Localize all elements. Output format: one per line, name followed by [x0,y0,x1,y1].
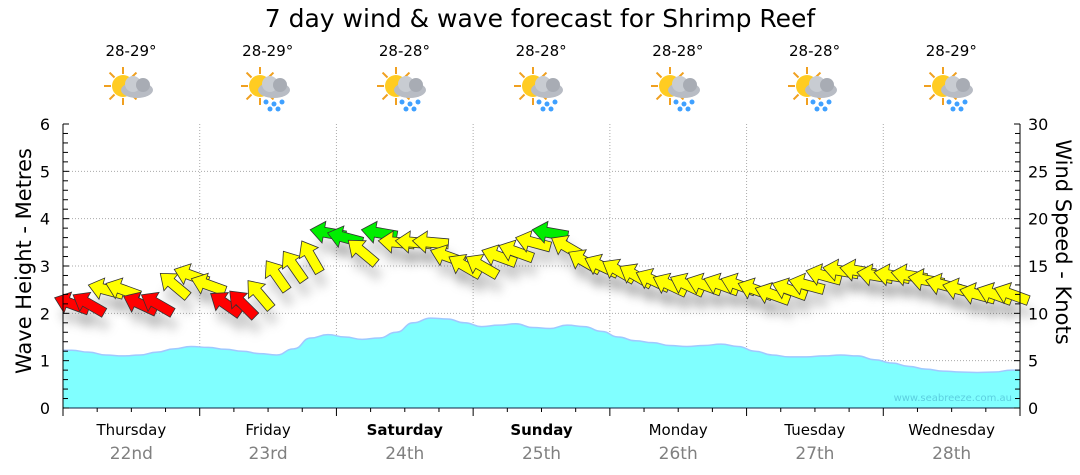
wind-arrow-shadow [164,287,196,315]
y2-tick-label: 25 [1028,162,1048,181]
y-tick-label: 0 [40,399,50,418]
y2-tick-label: 5 [1028,352,1038,371]
y-tick-label: 6 [40,115,50,134]
sun-cloud-rain-icon [787,67,837,112]
temperature-range: 28-28° [378,42,430,60]
y2-tick-label: 10 [1028,304,1048,323]
wind-arrow [498,239,536,264]
day-forecast: 28-28° [336,42,472,112]
day-label: Monday [649,421,708,439]
date-label: 26th [659,444,698,464]
y2-tick-label: 30 [1028,115,1048,134]
day-label: Tuesday [783,421,845,439]
wind-arrow [281,250,309,285]
day-forecast: 28-28° [610,42,746,112]
y-tick-label: 1 [40,352,50,371]
day-forecast: 28-29° [63,42,199,112]
day-forecast: 28-28° [747,42,883,112]
wave-height-area [63,318,1020,408]
day-forecast: 28-29° [883,42,1019,112]
y2-axis-label: Wind Speed - Knots [1051,139,1075,345]
date-label: 23rd [249,444,288,464]
y2-tick-label: 15 [1028,257,1048,276]
day-label: Sunday [510,421,573,439]
sun-cloud-rain-icon [514,67,564,112]
day-forecast: 28-28° [473,42,609,112]
day-label: Saturday [367,421,444,439]
wind-arrow [140,291,176,318]
sun-cloud-rain-icon [924,67,974,112]
wind-arrow-shadow [453,268,487,294]
wind-arrow-shadow [251,294,279,326]
wind-arrow [514,229,553,253]
wind-arrow [465,253,501,280]
wind-arrow [72,291,108,318]
day-forecast: 28-29° [200,42,336,112]
wind-arrow-shadow [759,296,795,320]
wind-arrow [159,272,192,301]
wind-arrow [264,260,292,294]
date-label: 24th [385,444,424,464]
date-label: 27th [795,444,834,464]
chart-title: 7 day wind & wave forecast for Shrimp Re… [264,4,816,33]
sun-cloud-rain-icon [377,67,427,112]
temperature-range: 28-28° [515,42,567,60]
wind-arrow-shadow [214,306,247,333]
date-label: 28th [932,444,971,464]
y-tick-label: 4 [40,210,50,229]
wave-height-line [63,317,1020,374]
wind-arrow [190,272,228,297]
y-tick-label: 5 [40,162,50,181]
day-label: Thursday [95,421,166,439]
wind-arrow [993,282,1031,306]
day-label: Wednesday [908,421,995,439]
temperature-range: 28-29° [242,42,294,60]
watermark: www.seabreeze.com.au [894,393,1012,404]
wind-arrow [229,290,260,321]
sun-cloud-rain-icon [240,67,290,112]
y2-tick-label: 0 [1028,399,1038,418]
y-tick-label: 3 [40,257,50,276]
temperature-range: 28-29° [925,42,977,60]
wind-arrow [298,240,325,276]
wind-arrow-shadow [352,254,384,282]
temperature-range: 28-28° [652,42,704,60]
temperature-range: 28-29° [105,42,157,60]
date-label: 25th [522,444,561,464]
y-axis-label: Wave Height - Metres [12,148,36,374]
sun-cloud-rain-icon [650,67,700,112]
temperature-range: 28-28° [789,42,841,60]
sun-cloud-icon [104,67,153,105]
y-tick-label: 2 [40,304,50,323]
day-label: Friday [245,421,291,439]
wind-arrow [247,280,276,312]
y2-tick-label: 20 [1028,210,1048,229]
wind-arrow [347,239,380,268]
wind-arrow [788,272,826,296]
date-label: 22nd [110,444,153,464]
wind-arrow-shadow [127,306,163,331]
